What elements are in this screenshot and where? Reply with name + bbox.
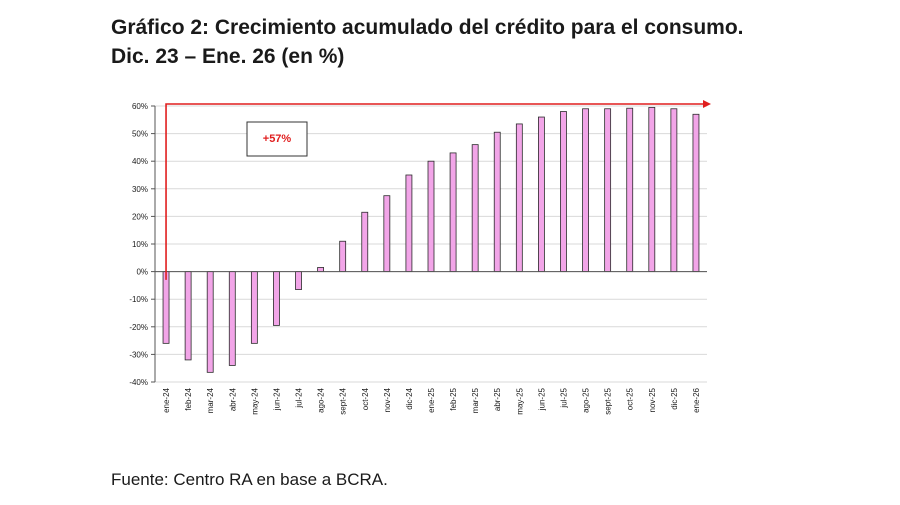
x-tick-label: dic-24: [405, 387, 414, 409]
x-tick-label: oct-24: [361, 387, 370, 410]
x-tick-label: feb-25: [449, 387, 458, 410]
bar-may-24: [250, 271, 258, 344]
x-tick-label: ene-25: [427, 387, 436, 412]
growth-arrow-line: [165, 100, 711, 280]
x-tick-label: oct-25: [626, 387, 635, 410]
bar-jul-24: [295, 271, 302, 290]
y-axis-ticks: 60% 50% 40% 30% 20% 10% 0% -10% -20% -30% -40%: [129, 102, 156, 387]
x-tick-label: abr-24: [228, 387, 237, 411]
y-tick-label: 40%: [132, 157, 148, 166]
bar-ene-24: [162, 271, 170, 344]
bar-ene-26: [692, 113, 700, 273]
x-tick-label: jul-25: [559, 387, 568, 408]
x-tick-label: sept-25: [604, 387, 613, 414]
x-tick-label: mar-25: [471, 387, 480, 413]
y-tick-label: -10%: [129, 295, 148, 304]
x-tick-label: nov-25: [648, 387, 657, 412]
chart-title: Gráfico 2: Crecimiento acumulado del cré…: [111, 13, 871, 71]
x-tick-label: ene-24: [162, 387, 171, 412]
y-tick-label: 10%: [132, 240, 148, 249]
bar-nov-25: [648, 106, 656, 272]
bar-abr-24: [228, 271, 236, 366]
bar-mar-25: [471, 144, 479, 272]
x-tick-label: dic-25: [670, 387, 679, 409]
bar-feb-24: [184, 271, 192, 361]
bar-jul-25: [560, 111, 567, 272]
bar-chart: 60% 50% 40% 30% 20% 10% 0% -10% -20% -30% -40% ene…: [129, 100, 711, 415]
bar-mar-24: [206, 271, 214, 373]
x-tick-label: may-25: [515, 387, 524, 414]
x-axis-ticks: ene-24 feb-24 mar-24 abr-24 may-24 jun-24 jul-…: [162, 387, 701, 414]
growth-arrow: [165, 100, 711, 280]
bar-oct-24: [361, 211, 369, 272]
y-tick-label: 20%: [132, 212, 148, 221]
x-tick-label: jun-25: [537, 387, 546, 411]
bar-jun-25: [538, 116, 545, 272]
chart-title-line2: Dic. 23 – Ene. 26 (en %): [111, 45, 345, 68]
y-tick-label: -30%: [129, 350, 148, 359]
chart-title-line1: Gráfico 2: Crecimiento acumulado del cré…: [111, 16, 744, 39]
annotation-box: +57%: [246, 121, 308, 157]
bar-nov-24: [383, 195, 391, 272]
bar-ene-25: [427, 160, 435, 272]
x-tick-label: ago-24: [317, 387, 326, 412]
x-tick-label: feb-24: [184, 387, 193, 410]
x-tick-label: ene-26: [692, 387, 701, 412]
x-tick-label: may-24: [250, 387, 259, 414]
x-tick-label: nov-24: [383, 387, 392, 412]
annotation-label: +57%: [263, 133, 292, 145]
y-tick-label: 60%: [132, 102, 148, 111]
bar-abr-25: [493, 131, 501, 273]
bar-dic-25: [670, 108, 678, 272]
bar-oct-25: [626, 107, 634, 272]
bar-sept-24: [339, 240, 347, 273]
annotation-frame: [246, 121, 308, 157]
y-tick-label: 0%: [136, 268, 148, 277]
x-tick-label: ago-25: [582, 387, 591, 412]
y-tick-label: 30%: [132, 185, 148, 194]
source-note: Fuente: Centro RA en base a BCRA.: [111, 470, 388, 489]
bar-sept-25: [604, 108, 612, 272]
x-tick-label: mar-24: [206, 387, 215, 413]
bar-dic-24: [405, 174, 413, 272]
bar-ago-25: [582, 108, 589, 272]
bars: [162, 106, 700, 373]
bar-feb-25: [449, 152, 457, 272]
y-tick-label: -40%: [129, 378, 148, 387]
bar-may-25: [515, 123, 523, 273]
x-tick-label: jul-24: [295, 387, 304, 408]
x-tick-label: jun-24: [272, 387, 281, 411]
bar-ago-24: [317, 267, 325, 272]
x-tick-label: abr-25: [493, 387, 502, 411]
x-tick-label: sept-24: [339, 387, 348, 414]
bar-jun-24: [273, 271, 280, 326]
y-tick-label: -20%: [129, 323, 148, 332]
y-tick-label: 50%: [132, 130, 148, 139]
